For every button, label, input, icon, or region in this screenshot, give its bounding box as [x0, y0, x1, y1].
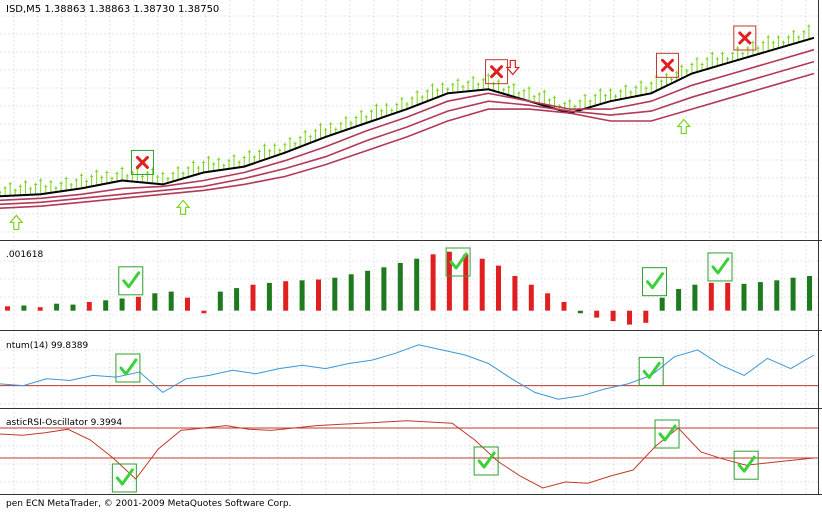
macd-bar — [774, 280, 780, 311]
macd-bar — [430, 254, 436, 311]
ma-band-line — [0, 72, 815, 209]
macd-bar — [201, 310, 207, 314]
macd-check-icon — [646, 272, 665, 290]
macd-bar — [757, 282, 763, 311]
footer-copyright: pen ECN MetaTrader, © 2001-2009 MetaQuot… — [6, 499, 291, 509]
macd-bar — [185, 297, 190, 311]
momentum-check-icon-box — [638, 356, 664, 386]
sell-signal-cross-box — [130, 149, 154, 175]
macd-bar — [594, 310, 600, 318]
macd-bar — [561, 302, 567, 311]
macd-bar — [496, 265, 501, 311]
macd-bar — [86, 302, 92, 311]
macd-bar — [725, 282, 731, 311]
macd-check-icon — [449, 252, 468, 270]
macd-bar — [627, 310, 632, 325]
macd-bar — [790, 277, 796, 311]
macd-bar — [250, 284, 256, 311]
macd-check-icon-box — [445, 247, 471, 277]
macd-bar — [316, 279, 321, 311]
macd-check-icon — [711, 257, 730, 275]
macd-bar — [676, 289, 682, 311]
sell-signal-cross — [490, 65, 504, 79]
stoch-check-icon-box — [654, 419, 680, 449]
stoch-check-icon — [477, 451, 496, 469]
stoch-check-icon-box — [473, 446, 499, 476]
macd-check-icon-box — [118, 266, 144, 296]
macd-bar — [414, 258, 420, 311]
buy-arrow-icon — [8, 214, 24, 231]
macd-bar — [21, 305, 27, 311]
sell-arrow-icon — [505, 59, 521, 76]
momentum-check-icon — [119, 358, 138, 376]
macd-bar — [5, 306, 10, 311]
macd-bar — [659, 297, 665, 311]
stoch-check-icon-box — [733, 450, 759, 480]
macd-bar — [152, 293, 158, 311]
macd-bar — [741, 283, 747, 311]
macd-bar — [446, 251, 452, 311]
macd-bar — [610, 310, 616, 322]
macd-bar — [528, 284, 534, 311]
price-line — [0, 36, 815, 198]
macd-bar — [643, 310, 649, 323]
macd-bar — [348, 274, 354, 311]
stoch-check-icon — [737, 455, 756, 473]
macd-bar — [54, 303, 60, 311]
macd-bar — [332, 277, 338, 311]
stoch-panel-title: asticRSI-Oscillator 9.3994 — [6, 418, 122, 428]
sell-signal-cross — [135, 155, 149, 169]
macd-bar — [512, 276, 518, 311]
main-panel-title: ISD,M5 1.38863 1.38863 1.38730 1.38750 — [6, 4, 219, 15]
macd-bar — [168, 291, 174, 311]
macd-bar — [463, 254, 469, 311]
macd-bar — [708, 282, 714, 311]
sell-signal-cross — [660, 58, 674, 72]
macd-bar — [119, 298, 125, 311]
sell-signal-cross-box — [655, 52, 679, 78]
macd-bar — [397, 263, 403, 311]
macd-panel-title: .001618 — [6, 250, 43, 260]
macd-bar — [266, 282, 272, 311]
sell-signal-cross — [738, 31, 752, 45]
stoch-rsi-line — [0, 420, 815, 489]
buy-arrow-icon — [175, 199, 191, 215]
macd-bar — [217, 291, 223, 311]
macd-bar — [299, 280, 305, 311]
buy-arrow-icon — [676, 118, 692, 135]
macd-bar — [577, 310, 583, 314]
macd-check-icon-box — [642, 267, 668, 297]
macd-bar — [479, 258, 485, 311]
ma-band-line — [0, 60, 815, 206]
momentum-panel-title: ntum(14) 99.8389 — [6, 341, 89, 351]
ma-band-line — [0, 48, 815, 202]
macd-bar — [103, 300, 109, 311]
macd-bar — [135, 296, 141, 311]
macd-bar — [545, 293, 551, 311]
macd-bar — [70, 304, 76, 311]
macd-check-icon — [122, 271, 141, 289]
momentum-line — [0, 344, 815, 400]
sell-signal-cross-box — [733, 25, 757, 51]
macd-bar — [283, 281, 289, 311]
momentum-check-icon-box — [115, 353, 141, 383]
momentum-check-icon — [642, 361, 661, 379]
stoch-check-icon-box — [111, 463, 137, 493]
macd-bar — [234, 288, 240, 311]
stoch-check-icon — [115, 468, 134, 486]
macd-bar — [807, 276, 812, 311]
macd-bar — [37, 307, 43, 311]
macd-bar — [381, 267, 387, 311]
stoch-check-icon — [658, 424, 677, 442]
sell-signal-cross-box — [485, 59, 509, 85]
macd-bar — [692, 284, 698, 311]
macd-check-icon-box — [707, 252, 733, 282]
macd-bar — [365, 270, 371, 311]
